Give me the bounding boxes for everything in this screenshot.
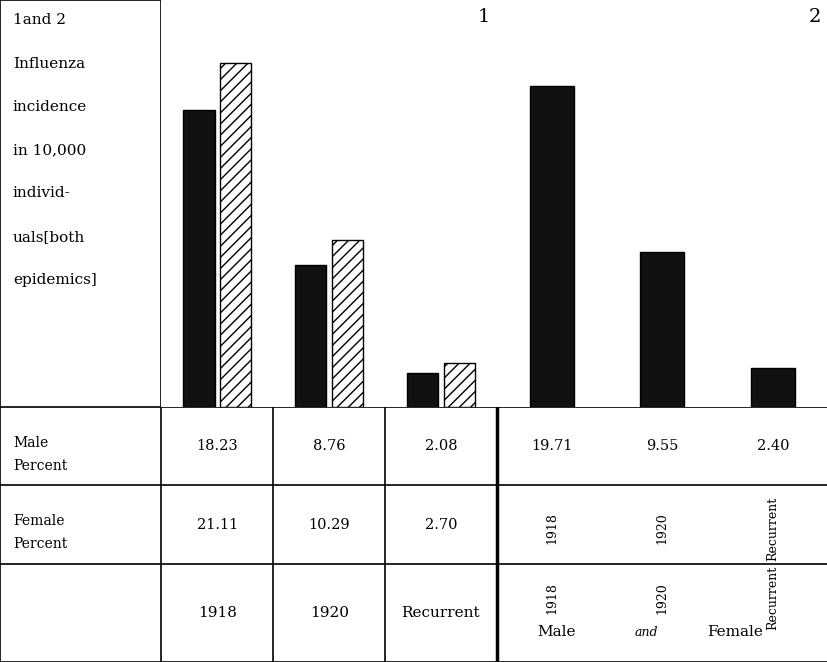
Text: Female: Female xyxy=(13,514,65,528)
Text: 18.23: 18.23 xyxy=(196,440,238,453)
Text: 1and 2: 1and 2 xyxy=(13,13,66,27)
Text: 1918: 1918 xyxy=(198,606,237,620)
Text: 2.40: 2.40 xyxy=(756,440,788,453)
Text: 1918: 1918 xyxy=(545,512,558,544)
Bar xyxy=(183,111,214,407)
Text: Female: Female xyxy=(706,626,762,639)
Text: 2.08: 2.08 xyxy=(424,440,457,453)
Text: 9.55: 9.55 xyxy=(645,440,678,453)
Bar xyxy=(220,64,251,407)
Text: 10.29: 10.29 xyxy=(308,518,350,532)
Text: 1918: 1918 xyxy=(545,582,558,614)
Bar xyxy=(750,368,794,407)
Text: Percent: Percent xyxy=(13,537,67,551)
Text: 2.70: 2.70 xyxy=(424,518,457,532)
Text: Recurrent: Recurrent xyxy=(765,566,778,630)
Text: Recurrent: Recurrent xyxy=(401,606,480,620)
Text: Percent: Percent xyxy=(13,459,67,473)
Text: Male: Male xyxy=(537,626,575,639)
Text: 8.76: 8.76 xyxy=(313,440,345,453)
Text: 1920: 1920 xyxy=(309,606,348,620)
Text: 19.71: 19.71 xyxy=(531,440,572,453)
Text: 21.11: 21.11 xyxy=(197,518,237,532)
Text: 1: 1 xyxy=(477,8,490,26)
Text: Influenza: Influenza xyxy=(13,56,85,71)
Text: uals[both: uals[both xyxy=(13,230,85,244)
Text: incidence: incidence xyxy=(13,100,87,114)
Text: epidemics]: epidemics] xyxy=(13,273,97,287)
Bar xyxy=(443,363,475,407)
Bar xyxy=(332,240,363,407)
Bar xyxy=(529,86,573,407)
Text: in 10,000: in 10,000 xyxy=(13,143,86,157)
Text: 1920: 1920 xyxy=(655,582,668,614)
Bar xyxy=(639,252,684,407)
Text: 2: 2 xyxy=(808,8,820,26)
Text: Male: Male xyxy=(13,436,48,449)
Text: 1920: 1920 xyxy=(655,512,668,544)
Bar xyxy=(406,373,437,407)
Text: Recurrent: Recurrent xyxy=(765,496,778,561)
Bar xyxy=(294,265,326,407)
Text: individ-: individ- xyxy=(13,187,70,201)
Text: and: and xyxy=(633,626,657,639)
